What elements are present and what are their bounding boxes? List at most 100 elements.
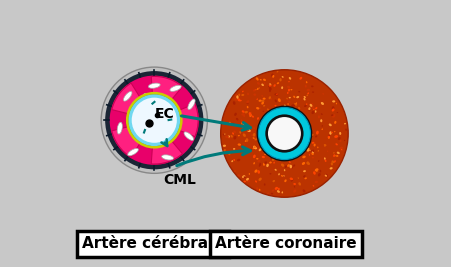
- Ellipse shape: [231, 132, 234, 135]
- Circle shape: [276, 153, 281, 158]
- Ellipse shape: [251, 116, 253, 118]
- Ellipse shape: [314, 135, 317, 138]
- Ellipse shape: [329, 167, 332, 170]
- Ellipse shape: [241, 91, 243, 92]
- Ellipse shape: [241, 113, 244, 116]
- Ellipse shape: [257, 82, 259, 85]
- Ellipse shape: [254, 89, 256, 90]
- Ellipse shape: [332, 152, 334, 154]
- Ellipse shape: [327, 137, 329, 139]
- Ellipse shape: [274, 100, 276, 102]
- Wedge shape: [111, 120, 154, 157]
- Ellipse shape: [307, 147, 308, 149]
- Ellipse shape: [287, 89, 290, 92]
- Ellipse shape: [317, 115, 319, 118]
- Ellipse shape: [269, 173, 271, 175]
- Ellipse shape: [306, 148, 308, 152]
- Ellipse shape: [238, 93, 239, 96]
- Ellipse shape: [253, 127, 254, 129]
- Ellipse shape: [308, 107, 310, 110]
- Text: Artère cérébrale: Artère cérébrale: [82, 236, 223, 251]
- Wedge shape: [151, 120, 182, 164]
- Ellipse shape: [293, 190, 296, 193]
- Ellipse shape: [290, 89, 292, 91]
- Ellipse shape: [266, 164, 268, 167]
- Ellipse shape: [277, 173, 279, 175]
- Ellipse shape: [336, 152, 339, 154]
- Ellipse shape: [259, 79, 261, 81]
- Ellipse shape: [239, 131, 241, 134]
- Circle shape: [301, 121, 307, 127]
- Ellipse shape: [245, 178, 249, 180]
- Ellipse shape: [243, 143, 244, 145]
- Ellipse shape: [261, 156, 264, 158]
- Ellipse shape: [242, 126, 244, 128]
- Circle shape: [304, 131, 309, 136]
- Ellipse shape: [233, 136, 236, 140]
- Ellipse shape: [271, 73, 273, 77]
- Ellipse shape: [317, 147, 318, 148]
- Ellipse shape: [331, 106, 334, 110]
- Ellipse shape: [274, 93, 277, 96]
- Ellipse shape: [242, 134, 245, 137]
- Text: Artère coronaire: Artère coronaire: [215, 236, 356, 251]
- Ellipse shape: [258, 189, 260, 191]
- Ellipse shape: [334, 155, 336, 156]
- Ellipse shape: [312, 185, 313, 187]
- Ellipse shape: [290, 167, 292, 168]
- Ellipse shape: [268, 85, 271, 87]
- Ellipse shape: [276, 71, 278, 73]
- Ellipse shape: [316, 171, 317, 172]
- Ellipse shape: [235, 94, 238, 97]
- Ellipse shape: [317, 160, 319, 162]
- Ellipse shape: [276, 82, 279, 84]
- Ellipse shape: [335, 143, 337, 146]
- Ellipse shape: [298, 182, 300, 186]
- Ellipse shape: [235, 118, 238, 120]
- Ellipse shape: [272, 157, 275, 161]
- Circle shape: [220, 70, 347, 197]
- Ellipse shape: [256, 88, 258, 90]
- Ellipse shape: [248, 112, 251, 116]
- Ellipse shape: [233, 159, 235, 161]
- Ellipse shape: [333, 155, 335, 156]
- Ellipse shape: [248, 173, 249, 175]
- Ellipse shape: [230, 135, 232, 138]
- Ellipse shape: [256, 187, 258, 190]
- Ellipse shape: [326, 151, 327, 152]
- Ellipse shape: [343, 140, 345, 141]
- Ellipse shape: [170, 85, 181, 91]
- Ellipse shape: [254, 170, 257, 173]
- Ellipse shape: [339, 140, 341, 142]
- Ellipse shape: [281, 86, 282, 89]
- Ellipse shape: [311, 157, 313, 158]
- Ellipse shape: [243, 176, 245, 178]
- Ellipse shape: [304, 177, 306, 179]
- Ellipse shape: [283, 105, 285, 107]
- Ellipse shape: [117, 122, 122, 134]
- Ellipse shape: [333, 135, 337, 138]
- Circle shape: [276, 109, 281, 114]
- Ellipse shape: [256, 99, 258, 100]
- Ellipse shape: [268, 96, 271, 99]
- Ellipse shape: [303, 98, 305, 100]
- Ellipse shape: [335, 103, 336, 104]
- Ellipse shape: [240, 119, 242, 122]
- Circle shape: [261, 121, 267, 127]
- Ellipse shape: [266, 108, 269, 111]
- Text: CML: CML: [163, 173, 196, 187]
- Ellipse shape: [246, 180, 250, 182]
- Ellipse shape: [247, 129, 250, 132]
- Ellipse shape: [331, 108, 334, 112]
- Ellipse shape: [286, 164, 289, 167]
- Ellipse shape: [321, 125, 322, 127]
- Ellipse shape: [254, 138, 257, 140]
- Ellipse shape: [297, 177, 298, 179]
- Ellipse shape: [303, 170, 305, 172]
- Ellipse shape: [289, 178, 292, 180]
- Ellipse shape: [340, 149, 342, 150]
- Ellipse shape: [246, 127, 249, 129]
- Ellipse shape: [231, 160, 233, 162]
- Ellipse shape: [338, 132, 341, 135]
- Ellipse shape: [274, 105, 276, 107]
